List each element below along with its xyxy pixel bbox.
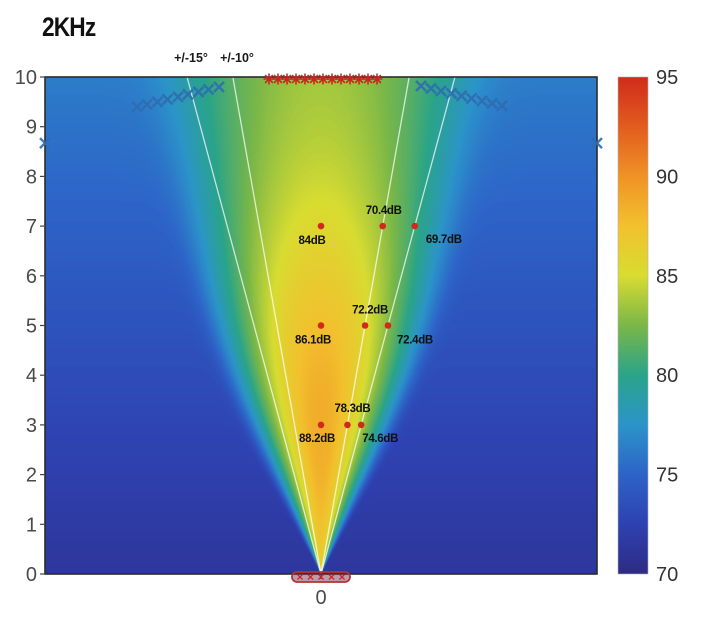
y-tick-label: 0 [26,564,37,586]
measurement-label: 88.2dB [299,433,335,445]
blue-x-marker [476,95,488,107]
blue-x-marker-edge [39,137,51,149]
measurement-dot [379,222,387,230]
red-asterisk-marker [353,73,365,85]
colorbar-tick-label: 90 [656,166,678,188]
blue-x-marker [435,85,447,97]
x-tick-label: 0 [315,587,326,609]
red-asterisk-marker [281,73,293,85]
y-tick-label: 8 [26,166,37,188]
beam-angle-line [232,76,322,575]
y-tick-label: 10 [15,67,37,89]
measurement-label: 72.2dB [352,305,388,317]
colorbar-tick-label: 85 [656,266,678,288]
measurement-label: 78.3dB [334,403,370,415]
measurement-dot [317,322,325,329]
red-asterisk-marker [308,73,320,85]
blue-x-marker [202,83,215,96]
beam-angle-line [186,76,322,575]
red-asterisk-marker [335,73,347,85]
beam-angle-label: +/-10° [220,51,254,65]
blue-x-marker [192,86,205,98]
red-asterisk-marker [344,73,356,85]
source-marker-x [296,573,304,581]
red-asterisk-marker [263,73,275,85]
red-asterisk-marker [272,73,284,85]
measurement-label: 84dB [299,235,326,247]
measurement-label: 86.1dB [295,335,331,347]
y-tick-label: 3 [26,415,37,437]
red-asterisk-marker [299,73,311,85]
blue-x-marker-edge [591,137,603,149]
blue-x-marker [161,93,174,106]
red-asterisk-marker [326,73,338,85]
measurement-label: 69.7dB [426,234,462,246]
measurement-dot [317,421,325,429]
blue-x-marker [131,100,143,113]
colorbar-tick-label: 70 [656,564,678,586]
red-asterisk-marker [317,73,329,85]
measurement-dot [317,222,325,230]
y-tick-label: 2 [26,465,37,487]
red-asterisk-marker [362,73,374,85]
colorbar [617,76,649,575]
source-marker-x [328,573,335,581]
measurement-dot [357,421,365,429]
blue-x-marker [172,91,184,103]
measurement-dot [411,222,419,230]
red-asterisk-marker [290,73,302,85]
blue-x-marker [445,87,458,100]
colorbar-tick-label: 75 [656,465,678,487]
y-tick-label: 6 [26,266,37,288]
y-tick-label: 1 [26,514,37,536]
blue-x-marker [465,92,478,105]
measurement-dot [361,322,369,329]
measurement-label: 72.4dB [397,335,433,347]
source-marker-x [317,573,325,581]
beam-angle-label: +/-15° [174,51,208,65]
blue-x-marker [455,90,468,102]
source-marker-x [338,573,346,581]
blue-x-marker [415,80,427,92]
blue-x-marker [425,82,437,95]
colorbar-tick-label: 80 [656,365,678,387]
measurement-label: 70.4dB [366,205,402,217]
measurement-dot [344,421,351,429]
red-asterisk-marker [371,73,383,85]
source-marker-x [307,573,314,581]
blue-x-marker [151,96,164,108]
blue-x-marker [213,81,225,93]
colorbar-tick-label: 95 [656,67,678,89]
blue-x-marker [182,88,194,101]
blue-x-marker [486,97,498,110]
measurement-label: 74.6dB [362,433,398,445]
chart-title: 2KHz [42,12,96,42]
blue-x-marker [496,99,508,112]
y-tick-label: 4 [26,365,37,387]
y-tick-label: 5 [26,316,37,338]
y-tick-label: 7 [26,216,37,238]
measurement-dot [384,322,392,329]
y-tick-label: 9 [26,117,37,139]
blue-x-marker [141,98,153,111]
